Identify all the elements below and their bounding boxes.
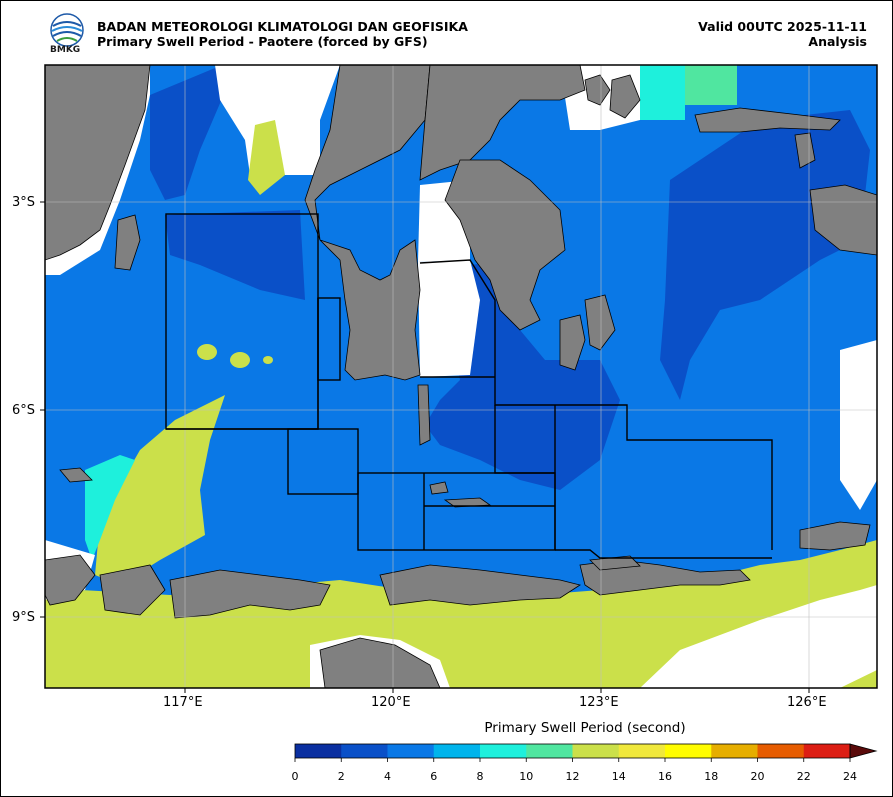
sea-cyan-edge xyxy=(85,455,135,560)
colorbar-bin xyxy=(526,744,573,758)
header-title-block: BADAN METEOROLOGI KLIMATOLOGI DAN GEOFIS… xyxy=(97,19,468,49)
colorbar-tick-label: 0 xyxy=(291,770,299,783)
colorbar-tick-label: 16 xyxy=(658,770,672,783)
sea-yellow-blob-2 xyxy=(230,352,250,368)
nodata-east-edge xyxy=(840,340,877,510)
bmkg-logo-icon xyxy=(50,13,84,47)
map-border xyxy=(44,64,878,689)
land-east-island xyxy=(809,184,877,256)
sea-cyan-northeast xyxy=(640,65,685,120)
colorbar-tick-label: 6 xyxy=(430,770,438,783)
valid-time: Valid 00UTC 2025-11-11 xyxy=(698,19,867,34)
land-halmahera xyxy=(609,74,641,119)
land-timor xyxy=(319,637,441,688)
colorbar-extend-arrow xyxy=(849,743,878,759)
sea-teal-northeast xyxy=(685,65,737,105)
land-lombok xyxy=(99,564,166,616)
colorbar-bin xyxy=(572,744,620,758)
land-halmahera-small xyxy=(584,74,611,106)
sea-yellow-blob-3 xyxy=(263,356,273,364)
colorbar-tick-label: 12 xyxy=(565,770,580,783)
colorbar-bin xyxy=(803,744,851,758)
lon-tick-120e: 120°E xyxy=(371,695,411,710)
colorbar-bin xyxy=(618,744,666,758)
lon-tick-123e: 123°E xyxy=(579,695,619,710)
chart-subtitle: Primary Swell Period - Paotere (forced b… xyxy=(97,34,428,49)
colorbar-tick-label: 8 xyxy=(476,770,484,783)
colorbar-bin xyxy=(341,744,388,758)
land-borneo xyxy=(45,65,151,261)
lon-tick-126e: 126°E xyxy=(787,695,827,710)
colorbar-tick-label: 2 xyxy=(337,770,345,783)
land-muna xyxy=(584,294,616,351)
colorbar-tick-label: 24 xyxy=(843,770,857,783)
nodata-north xyxy=(215,65,340,175)
land-borneo-tip xyxy=(114,214,141,271)
sea-deep-blue-banda xyxy=(660,110,870,400)
land-kabaena xyxy=(429,481,449,495)
colorbar-tick-label: 18 xyxy=(704,770,719,783)
lat-tick-9s: 9°S xyxy=(12,610,36,625)
sea-yellow-north xyxy=(248,120,285,195)
sea-yellow-blob-1 xyxy=(197,344,217,360)
zone-boundaries xyxy=(165,213,773,559)
logo-text: BMKG xyxy=(50,45,81,55)
colorbar-bin xyxy=(711,744,758,758)
land-bali xyxy=(45,554,96,606)
colorbar-tick-label: 4 xyxy=(384,770,391,783)
land-madura xyxy=(59,467,93,483)
nodata-southeast xyxy=(640,585,877,688)
org-title: BADAN METEOROLOGI KLIMATOLOGI DAN GEOFIS… xyxy=(97,19,468,34)
sea-deep-blue-northwest xyxy=(150,68,230,200)
sea-yellow-plume xyxy=(95,395,225,585)
nodata-bone-bay xyxy=(418,260,480,377)
land-flores-west xyxy=(379,564,581,606)
land-flores-east xyxy=(579,559,751,596)
colorbar-bin xyxy=(665,744,712,758)
validity-block: Valid 00UTC 2025-11-11 Analysis xyxy=(698,19,867,49)
colorbar-tick-label: 20 xyxy=(750,770,765,783)
colorbar xyxy=(294,743,878,762)
colorbar-tick-label: 10 xyxy=(519,770,534,783)
lat-tick-6s: 6°S xyxy=(12,403,36,418)
land-buru-island xyxy=(794,132,816,169)
land-tanimbar xyxy=(799,521,871,551)
lon-tick-117e: 117°E xyxy=(163,695,203,710)
land-seram xyxy=(694,107,841,133)
colorbar-bin xyxy=(757,744,805,758)
land-sulawesi-south xyxy=(304,65,431,381)
land-selayar xyxy=(417,384,431,446)
colorbar-label: Primary Swell Period (second) xyxy=(484,720,686,736)
land-sumbawa xyxy=(169,569,331,619)
colorbar-bin xyxy=(480,744,527,758)
sea-deep-blue-west xyxy=(165,210,305,300)
analysis-label: Analysis xyxy=(808,34,867,49)
colorbar-bin xyxy=(295,744,342,758)
sea-yellow-south xyxy=(45,540,877,688)
colorbar-bin xyxy=(387,744,435,758)
land-sulawesi-southeast xyxy=(444,159,566,331)
lat-tick-3s: 3°S xyxy=(12,195,36,210)
land-tukangbesi xyxy=(443,497,492,508)
colorbar-bin xyxy=(433,744,481,758)
colorbar-tick-label: 14 xyxy=(611,770,626,783)
graticule xyxy=(45,65,877,688)
land-sulawesi-north xyxy=(419,65,586,181)
land-buton xyxy=(559,314,586,371)
colorbar-tick-label: 22 xyxy=(796,770,811,783)
